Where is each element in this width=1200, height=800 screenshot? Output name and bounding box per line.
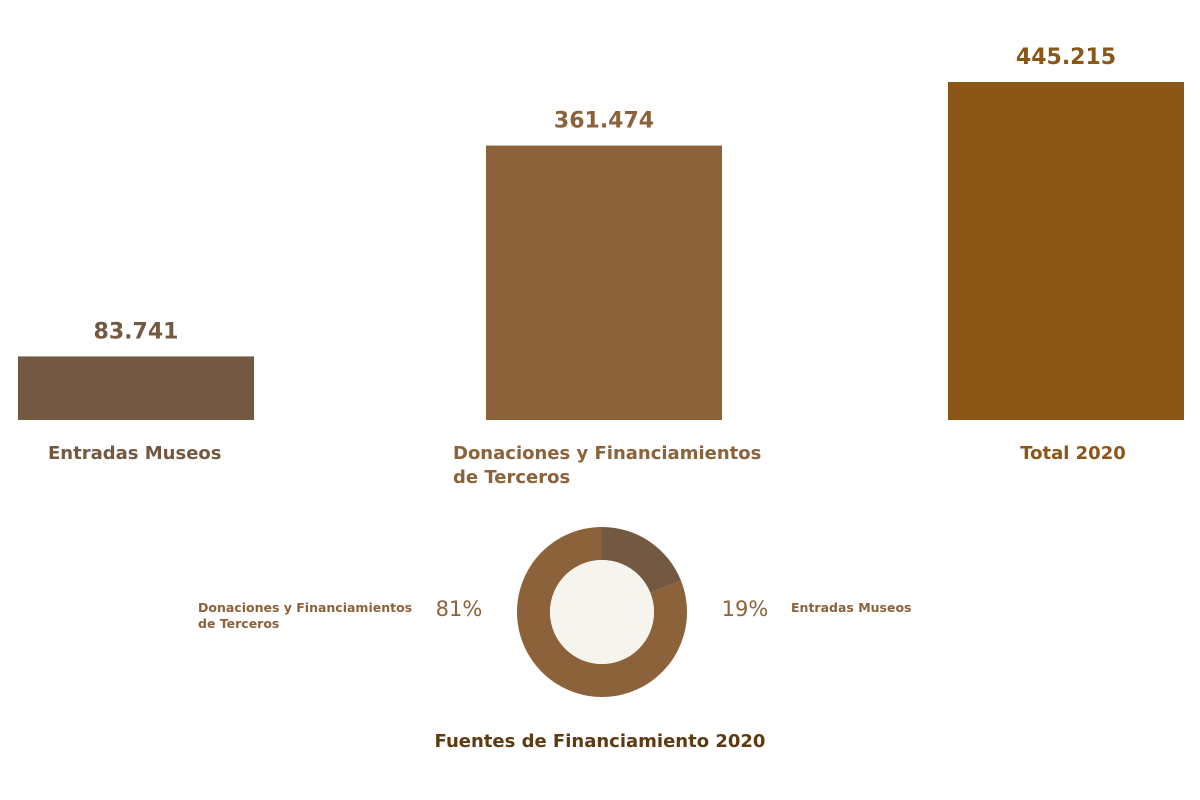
bar-3	[948, 82, 1184, 420]
donut-legend-label-2: Donaciones y Financiamientos de Terceros	[198, 600, 412, 631]
donut-percent-label-2: 81%	[436, 597, 483, 621]
bar-category-label-2: Donaciones y Financiamientos de Terceros	[453, 443, 761, 488]
donut-center	[550, 560, 654, 664]
bar-value-label-1: 83.741	[94, 319, 179, 344]
bar-category-label-line: Donaciones y Financiamientos	[453, 443, 761, 464]
bar-category-label-3: Total 2020	[1020, 443, 1126, 464]
bar-2	[486, 145, 722, 420]
donut-legend-label-line: de Terceros	[198, 616, 279, 631]
bar-value-label-3: 445.215	[1016, 45, 1116, 70]
donut-slice-1	[602, 527, 682, 593]
bar-category-label-1: Entradas Museos	[48, 443, 221, 464]
donut-legend-label-1: Entradas Museos	[791, 600, 911, 615]
bar-category-label-line: Entradas Museos	[48, 443, 221, 464]
bar-chart: 83.741 Entradas Museos 361.474 Donaciones y…	[18, 45, 1184, 488]
donut-percent-label-1: 19%	[722, 597, 769, 621]
donut-legend-label-line: Donaciones y Financiamientos	[198, 600, 412, 615]
bar-value-label-2: 361.474	[554, 109, 654, 134]
donut-legend-label-line: Entradas Museos	[791, 600, 911, 615]
bar-category-label-line: de Terceros	[453, 467, 570, 488]
donut-slice-2	[517, 527, 687, 697]
donut-chart: 19% Entradas Museos 81% Donaciones y Financ…	[198, 527, 911, 752]
bar-category-label-line: Total 2020	[1020, 443, 1126, 464]
donut-title: Fuentes de Financiamiento 2020	[435, 731, 766, 752]
bar-1	[18, 356, 254, 420]
